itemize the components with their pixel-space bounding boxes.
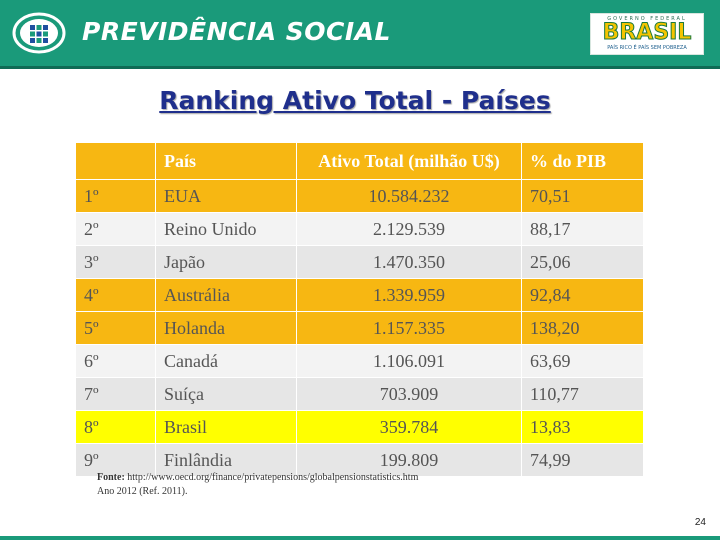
rank-cell: 7º: [75, 377, 156, 411]
table-row: 6º Canadá 1.106.091 63,69: [75, 344, 644, 378]
header-assets: Ativo Total (milhão U$): [296, 142, 522, 180]
pib-cell: 92,84: [521, 278, 644, 312]
table-row: 2º Reino Unido 2.129.539 88,17: [75, 212, 644, 246]
gov-logo-brasil-text: BRASIL: [602, 20, 692, 45]
rank-cell: 9º: [75, 443, 156, 477]
gov-logo-tagline: PAÍS RICO É PAÍS SEM POBREZA: [607, 45, 687, 51]
rank-cell: 2º: [75, 212, 156, 246]
previdencia-logo-icon: [12, 12, 66, 54]
table-row: 3º Japão 1.470.350 25,06: [75, 245, 644, 279]
country-cell: Reino Unido: [155, 212, 297, 246]
country-cell: Finlândia: [155, 443, 297, 477]
pib-cell: 74,99: [521, 443, 644, 477]
source-url[interactable]: http://www.oecd.org/finance/privatepensi…: [127, 472, 419, 483]
source-label: Fonte:: [97, 472, 125, 483]
ranking-table: País Ativo Total (milhão U$) % do PIB 1º…: [75, 142, 644, 477]
table-row: 9º Finlândia 199.809 74,99: [75, 443, 644, 477]
assets-cell: 10.584.232: [296, 179, 522, 213]
assets-cell: 1.470.350: [296, 245, 522, 279]
country-cell: Austrália: [155, 278, 297, 312]
rank-cell: 8º: [75, 410, 156, 444]
country-cell: Suíça: [155, 377, 297, 411]
country-cell: Japão: [155, 245, 297, 279]
country-cell: Canadá: [155, 344, 297, 378]
rank-cell: 6º: [75, 344, 156, 378]
rank-cell: 5º: [75, 311, 156, 345]
pib-cell: 13,83: [521, 410, 644, 444]
country-cell: Holanda: [155, 311, 297, 345]
pib-cell: 63,69: [521, 344, 644, 378]
page-title: Ranking Ativo Total - Países: [159, 86, 551, 115]
footer-bar: [0, 536, 720, 540]
page-number: 24: [694, 517, 706, 528]
table-row-brasil: 8º Brasil 359.784 13,83: [75, 410, 644, 444]
header-rank: [75, 142, 156, 180]
header-country: País: [155, 142, 297, 180]
assets-cell: 2.129.539: [296, 212, 522, 246]
assets-cell: 1.106.091: [296, 344, 522, 378]
table-header-row: País Ativo Total (milhão U$) % do PIB: [75, 142, 644, 180]
governo-federal-logo: GOVERNO FEDERAL BRASIL PAÍS RICO É PAÍS …: [590, 13, 704, 55]
country-cell: Brasil: [155, 410, 297, 444]
assets-cell: 199.809: [296, 443, 522, 477]
header-pib: % do PIB: [521, 142, 644, 180]
assets-cell: 359.784: [296, 410, 522, 444]
header-bar: PREVIDÊNCIA SOCIAL GOVERNO FEDERAL BRASI…: [0, 0, 720, 66]
pib-cell: 88,17: [521, 212, 644, 246]
assets-cell: 1.157.335: [296, 311, 522, 345]
country-cell: EUA: [155, 179, 297, 213]
table-row: 7º Suíça 703.909 110,77: [75, 377, 644, 411]
pib-cell: 110,77: [521, 377, 644, 411]
assets-cell: 1.339.959: [296, 278, 522, 312]
table-row: 1º EUA 10.584.232 70,51: [75, 179, 644, 213]
rank-cell: 3º: [75, 245, 156, 279]
assets-cell: 703.909: [296, 377, 522, 411]
pib-cell: 138,20: [521, 311, 644, 345]
gov-logo-top-text: GOVERNO FEDERAL: [607, 16, 687, 22]
brand-title: PREVIDÊNCIA SOCIAL: [82, 17, 391, 46]
source-note: Fonte: http://www.oecd.org/finance/priva…: [97, 471, 418, 499]
pib-cell: 70,51: [521, 179, 644, 213]
table-row: 4º Austrália 1.339.959 92,84: [75, 278, 644, 312]
source-year-note: Ano 2012 (Ref. 2011).: [97, 486, 188, 497]
rank-cell: 4º: [75, 278, 156, 312]
table-row: 5º Holanda 1.157.335 138,20: [75, 311, 644, 345]
pib-cell: 25,06: [521, 245, 644, 279]
rank-cell: 1º: [75, 179, 156, 213]
header-divider: [0, 66, 720, 69]
